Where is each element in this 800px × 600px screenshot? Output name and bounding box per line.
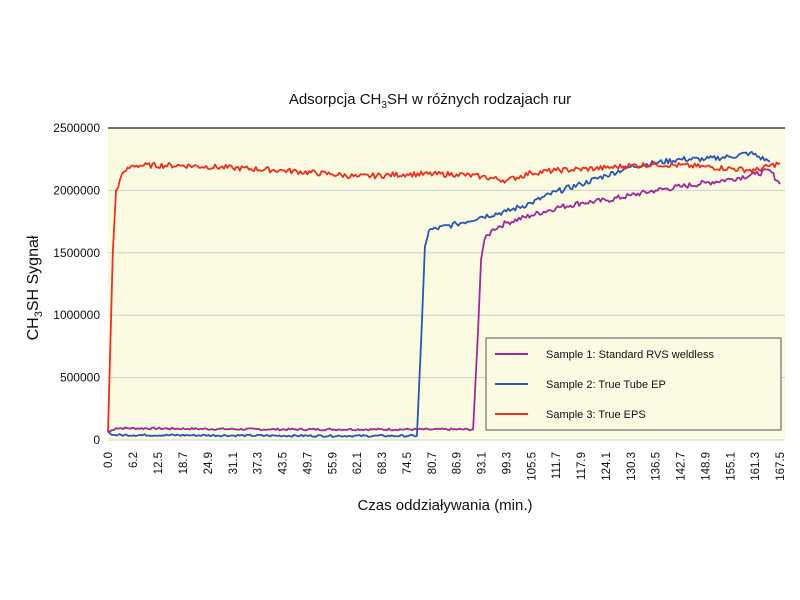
chart-title-pre: Adsorpcja CH <box>289 91 382 108</box>
x-tick-label: 155.1 <box>725 452 737 481</box>
x-tick-label: 124.1 <box>601 452 613 481</box>
y-tick-label: 2500000 <box>53 121 100 135</box>
x-tick-label: 142.7 <box>676 452 688 481</box>
series-line-2 <box>107 150 771 438</box>
y-tick-label: 1500000 <box>53 246 100 260</box>
y-tick-label: 0 <box>93 433 100 447</box>
x-tick-label: 111.7 <box>551 452 563 479</box>
x-tick-label: 117.9 <box>576 452 588 480</box>
x-tick-labels: 0.0 6.2 12.5 18.7 24.9 31.1 37.3 43.5 49.7 55.9 62… <box>103 452 787 481</box>
legend-label-2: Sample 2: True Tube EP <box>546 379 666 391</box>
series-lines <box>107 150 781 438</box>
legend-box <box>485 337 782 431</box>
x-tick-label: 43.5 <box>278 452 290 474</box>
x-tick-label: 130.3 <box>626 452 638 481</box>
x-tick-label: 18.7 <box>178 452 190 474</box>
x-tick-label: 74.5 <box>402 452 414 474</box>
series-line-3 <box>107 160 781 433</box>
x-tick-label: 80.7 <box>427 452 439 474</box>
chart-title: Adsorpcja CH3SH w różnych rodzajach rur <box>289 91 571 111</box>
y-axis-label-post: SH Sygnał <box>25 235 42 311</box>
x-tick-label: 37.3 <box>253 452 265 474</box>
x-tick-label: 161.3 <box>750 452 762 481</box>
x-tick-label: 12.5 <box>153 452 165 474</box>
x-tick-label: 86.9 <box>452 452 464 474</box>
x-tick-label: 49.7 <box>302 452 314 474</box>
legend-label-1: Sample 1: Standard RVS weldless <box>546 349 714 361</box>
x-tick-label: 0.0 <box>103 452 115 468</box>
x-tick-label: 6.2 <box>128 452 140 468</box>
x-tick-label: 99.3 <box>501 452 513 474</box>
y-tick-label: 500000 <box>60 371 100 385</box>
x-tick-label: 136.5 <box>651 452 663 481</box>
series-line-1 <box>107 168 781 434</box>
x-tick-label: 105.5 <box>526 452 538 481</box>
legend: Sample 1: Standard RVS weldless Sample 2:… <box>485 337 782 431</box>
y-axis-label: CH3SH Sygnał <box>25 235 45 340</box>
x-tick-label: 24.9 <box>203 452 215 474</box>
x-tick-label: 68.3 <box>377 452 389 474</box>
x-tick-label: 62.1 <box>352 452 364 474</box>
chart-title-post: SH w różnych rodzajach rur <box>387 91 571 108</box>
x-axis-label: Czas oddziaływania (min.) <box>357 497 532 514</box>
legend-items: Sample 1: Standard RVS weldless Sample 2:… <box>495 349 714 421</box>
y-axis-label-sub: 3 <box>33 311 45 317</box>
legend-label-3: Sample 3: True EPS <box>546 409 646 421</box>
y-tick-label: 2000000 <box>53 183 100 197</box>
x-tick-label: 148.9 <box>700 452 712 481</box>
x-tick-label: 167.5 <box>775 452 787 481</box>
y-tick-label: 1000000 <box>53 308 100 322</box>
y-axis-label-pre: CH <box>25 317 42 340</box>
x-tick-label: 55.9 <box>327 452 339 474</box>
x-tick-label: 93.1 <box>477 452 489 474</box>
y-tick-labels: 0 500000 1000000 1500000 2000000 2500000 <box>53 121 100 447</box>
x-tick-label: 31.1 <box>228 452 240 474</box>
chart-title-sub: 3 <box>381 100 387 111</box>
